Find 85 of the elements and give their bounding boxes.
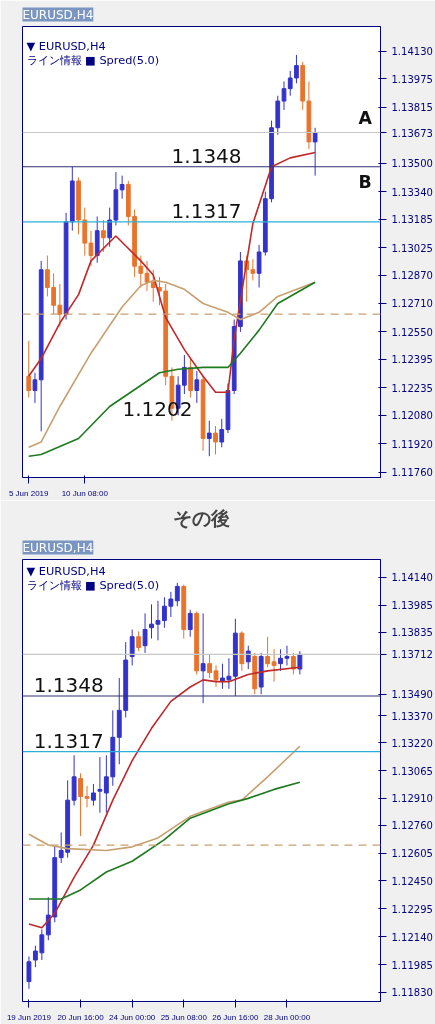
ref-line-label: 1.1348 [33,673,104,697]
candlestick [144,260,150,292]
candlestick [213,425,218,455]
y-tick-label: 1.13340 [391,186,433,198]
y-tick-label: 1.11985 [391,959,433,971]
y-tick-label: 1.12870 [391,270,433,282]
y-tick-label: 1.13065 [391,765,433,777]
chart-title: その後 [173,507,230,529]
x-tick-label: 26 Jun 16:00 [212,1012,260,1022]
y-tick-label: 1.13500 [391,158,433,170]
candlestick [91,783,96,807]
x-tick-label: 28 Jun 00:00 [263,1012,311,1022]
y-tick-label: 1.13673 [391,127,433,139]
x-tick-label: 25 Jun 08:00 [160,1012,208,1022]
candlestick [136,630,142,652]
y-tick-label: 1.12605 [391,848,433,860]
y-tick-label: 1.13490 [391,689,433,701]
candlestick [150,269,156,303]
x-tick-label: 10 Jun 08:00 [61,488,109,498]
y-tick-label: 1.12395 [391,354,433,366]
y-tick-label: 1.13185 [391,214,433,226]
annotation: ▼ EURUSD,H4 [26,563,106,578]
chart-subtitle: EURUSD,H4 [22,7,94,22]
x-tick-label: 5 Jun 2019 [8,488,50,498]
candlestick [32,372,38,404]
candlestick [188,358,193,399]
y-tick-label: 1.13815 [391,102,433,114]
candlestick [26,340,32,399]
candlestick [129,629,135,666]
candlestick [101,219,106,253]
candlestick [119,175,125,200]
y-tick-label: 1.13025 [391,242,433,254]
candlestick [297,650,303,675]
candlestick [174,582,180,607]
y-tick-label: 1.11760 [391,467,433,479]
candlestick [97,756,103,814]
y-tick-label: 1.12295 [391,903,433,915]
annotation: B [358,171,372,192]
y-tick-label: 1.14140 [391,572,433,584]
annotation: ライン情報 ■ Spred(5.0) [26,52,160,67]
y-tick-label: 1.13370 [391,710,433,722]
y-tick-label: 1.13975 [391,73,433,85]
annotation: A [358,107,373,128]
y-tick-label: 1.14130 [391,46,433,58]
y-tick-label: 1.13985 [391,600,433,612]
candlestick [161,596,167,629]
candlestick [200,612,206,704]
candlestick [168,591,174,618]
x-tick-label: 19 Jun 2019 [6,1012,52,1022]
ref-line-label: 1.1317 [33,728,104,753]
candlestick [312,127,318,177]
candlestick [26,955,32,990]
y-tick-label: 1.13220 [391,737,433,749]
ref-line-label: 1.1348 [171,143,242,168]
ref-line-label: 1.1317 [171,198,242,223]
y-tick-label: 1.12140 [391,931,433,943]
y-tick-label: 1.12710 [391,298,433,310]
y-tick-label: 1.12450 [391,875,433,887]
y-tick-label: 1.12910 [391,793,433,805]
annotation: ▼ EURUSD,H4 [26,38,106,53]
y-tick-label: 1.12760 [391,820,433,832]
y-tick-label: 1.11920 [391,438,433,450]
candlestick [149,603,154,640]
candlestick [278,648,283,672]
y-tick-label: 1.13712 [391,649,433,661]
x-tick-label: 24 Jun 00:00 [109,1012,156,1022]
chart-subtitle: EURUSD,H4 [22,540,94,555]
candlestick [187,609,193,638]
y-tick-label: 1.12550 [391,326,433,338]
candlestick [142,612,148,654]
candlestick [194,370,200,404]
y-tick-label: 1.12235 [391,382,433,394]
candlestick [155,600,161,641]
line-series [27,151,316,394]
candlestick [250,258,256,281]
line-series [28,781,301,900]
y-tick-label: 1.12080 [391,410,433,422]
candlestick [206,420,212,457]
y-tick-label: 1.11830 [391,987,433,999]
y-tick-label: 1.13835 [391,627,433,639]
annotation: ライン情報 ■ Spred(5.0) [26,577,160,592]
candlestick [284,645,290,666]
candlestick [45,896,51,941]
x-tick-label: 20 Jun 16:00 [57,1012,105,1022]
candlestick [71,754,77,807]
